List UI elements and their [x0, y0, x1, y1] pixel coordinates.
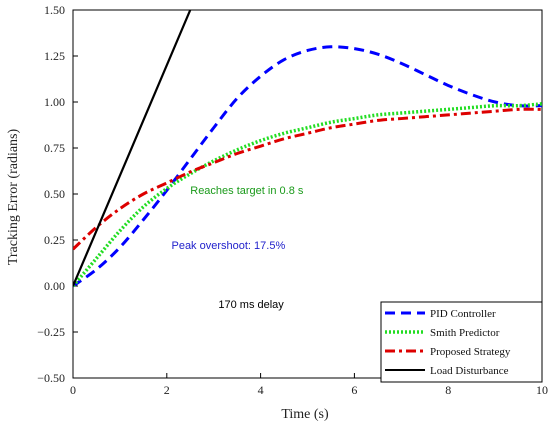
- x-tick-label: 4: [258, 383, 264, 397]
- y-tick-label: 0.00: [44, 279, 65, 293]
- x-tick-label: 10: [536, 383, 548, 397]
- annotation: Peak overshoot: 17.5%: [171, 240, 285, 252]
- annotation: 170 ms delay: [218, 299, 284, 311]
- x-tick-label: 6: [351, 383, 357, 397]
- y-tick-label: −0.25: [37, 325, 65, 339]
- y-tick-label: 0.25: [44, 233, 65, 247]
- series-smith-predictor: [73, 102, 542, 288]
- y-tick-label: −0.50: [37, 371, 65, 385]
- legend-label: Smith Predictor: [430, 327, 500, 339]
- y-tick-label: 1.50: [44, 3, 65, 17]
- y-tick-label: 0.50: [44, 187, 65, 201]
- x-tick-label: 8: [445, 383, 451, 397]
- series-layer: [73, 10, 542, 288]
- series-pid-controller: [73, 45, 542, 288]
- annotation: Reaches target in 0.8 s: [190, 185, 304, 197]
- series-proposed-strategy: [73, 107, 542, 251]
- x-axis-label: Time (s): [281, 407, 329, 422]
- y-tick-label: 0.75: [44, 141, 65, 155]
- x-tick-label: 0: [70, 383, 76, 397]
- legend-label: Load Disturbance: [430, 365, 509, 377]
- y-tick-label: 1.00: [44, 95, 65, 109]
- axes: 0 2 4 6 8 10 −0.50 −0.25 0.00 0.25 0.50 0.75 1.00 1.2…: [37, 3, 548, 397]
- legend: PID Controller Smith Predictor Proposed St…: [380, 301, 543, 383]
- y-axis-label: Tracking Error (radians): [6, 129, 21, 266]
- legend-box: [380, 301, 543, 383]
- x-tick-label: 2: [164, 383, 170, 397]
- y-tick-label: 1.25: [44, 49, 65, 63]
- legend-label: Proposed Strategy: [430, 346, 511, 358]
- series-load-disturbance: [73, 10, 192, 287]
- annotation-layer: Reaches target in 0.8 s Peak overshoot: 1…: [171, 185, 303, 311]
- legend-label: PID Controller: [430, 308, 496, 320]
